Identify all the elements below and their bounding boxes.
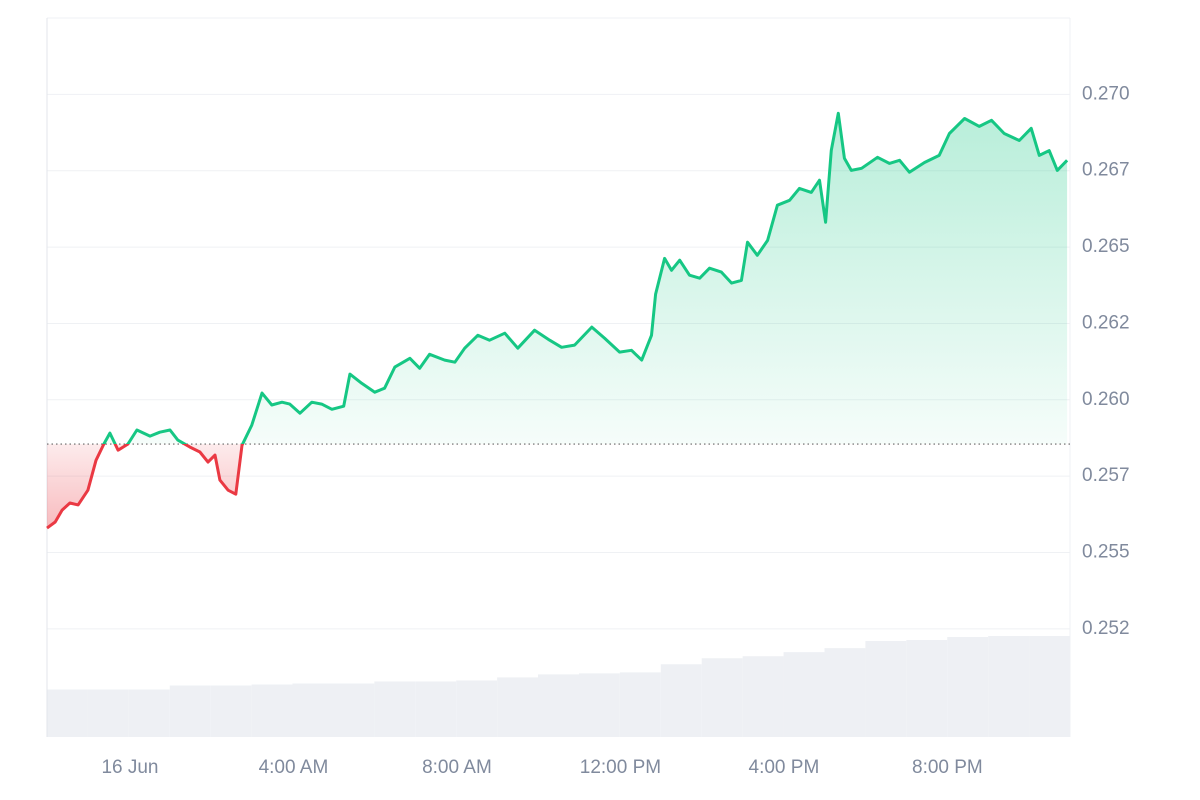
x-tick-label: 12:00 PM (580, 757, 661, 778)
volume-bar (865, 641, 907, 737)
area-fill (47, 113, 1068, 529)
volume-bar (538, 674, 579, 737)
volume-bar (87, 689, 129, 737)
y-tick-label: 0.265 (1082, 236, 1130, 257)
y-tick-label: 0.255 (1082, 542, 1130, 563)
y-tick-label: 0.260 (1082, 389, 1130, 410)
volume-bar (988, 636, 1030, 737)
price-line (46, 111, 1069, 530)
volume-bar (619, 672, 661, 737)
volume-bar (824, 648, 866, 737)
x-tick-label: 4:00 PM (749, 757, 820, 778)
x-tick-label: 4:00 AM (259, 757, 329, 778)
volume-bar (578, 673, 620, 737)
y-tick-label: 0.252 (1082, 618, 1130, 639)
volume-bar (906, 640, 948, 737)
volume-bar (701, 658, 743, 737)
volume-bar (742, 656, 784, 737)
y-tick-label: 0.267 (1082, 160, 1130, 181)
volume-bar (415, 681, 457, 737)
volume-bar (47, 689, 88, 737)
volume-bar (333, 683, 375, 737)
volume-bar (456, 680, 498, 737)
y-tick-label: 0.262 (1082, 312, 1130, 333)
volume-bar (210, 685, 252, 737)
x-tick-label: 16 Jun (101, 757, 158, 778)
volume-bar (251, 684, 293, 737)
y-tick-label: 0.270 (1082, 83, 1130, 104)
y-tick-label: 0.257 (1082, 465, 1130, 486)
volume-bar (1029, 636, 1070, 737)
volume-bar (660, 664, 702, 737)
volume-bar (497, 677, 539, 737)
volume-bar (292, 683, 334, 737)
volume-bar (169, 685, 211, 737)
volume-bar (947, 637, 989, 737)
volume-bar (783, 652, 825, 737)
x-tick-label: 8:00 AM (422, 757, 492, 778)
x-tick-label: 8:00 PM (912, 757, 983, 778)
volume-bar (374, 681, 416, 737)
volume-bar (128, 689, 170, 737)
